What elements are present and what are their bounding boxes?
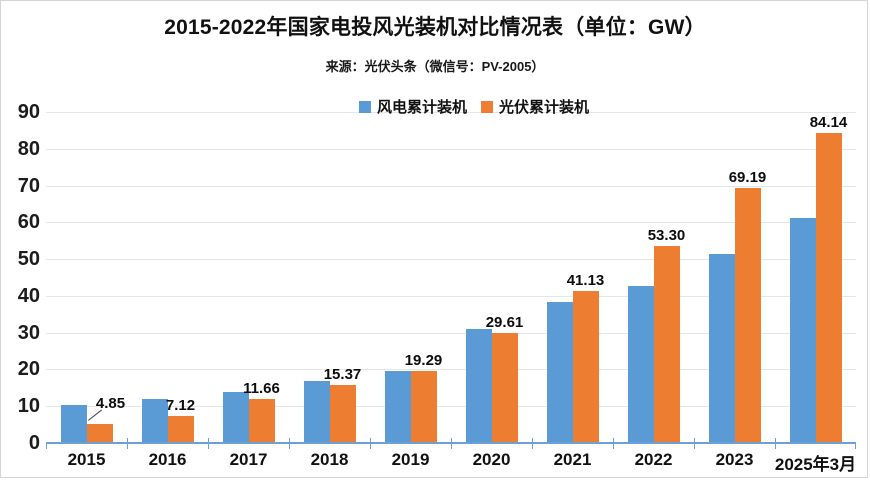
legend-item-solar: 光伏累计装机	[481, 96, 589, 117]
x-category-label-2025年3月: 2025年3月	[774, 455, 857, 474]
bar-group-2022: 53.30	[613, 112, 694, 443]
bar-group-2025年3月: 84.14	[775, 112, 856, 443]
y-tick-label-20: 20	[17, 358, 40, 381]
bar-group-2019: 19.29	[370, 112, 451, 443]
legend-label-wind: 风电累计装机	[376, 99, 467, 116]
bar-wind-2023	[708, 254, 735, 442]
data-label-solar-2019: 19.29	[404, 352, 443, 370]
x-category-label-2015: 2015	[67, 450, 106, 469]
y-tick-label-80: 80	[17, 137, 40, 160]
gridline-60	[46, 222, 856, 224]
data-label-solar-2021: 41.13	[566, 271, 605, 289]
bar-solar-2019	[410, 371, 437, 442]
bar-solar-2016	[167, 415, 194, 442]
bar-solar-2017	[248, 399, 275, 442]
x-axis-tick	[531, 438, 533, 449]
x-category-label-2022: 2022	[634, 450, 673, 469]
x-axis-tick	[855, 443, 856, 449]
plot-area: 4.85 7.12 11.66 15.37 19.29 29.61 41.13 53.30 69…	[46, 112, 856, 449]
bar-solar-2020	[491, 333, 518, 442]
legend-swatch-solar-icon	[481, 100, 493, 113]
gridline-90	[46, 112, 856, 113]
x-category-label-2019: 2019	[391, 450, 430, 469]
y-tick-label-0: 0	[28, 432, 40, 454]
gridline-50	[46, 259, 856, 261]
bar-solar-2022	[653, 245, 680, 442]
gridline-30	[46, 332, 856, 334]
data-label-solar-2015: 4.85	[95, 395, 126, 413]
bar-group-2018: 15.37	[289, 112, 370, 443]
chart-title: 2015-2022年国家电投风光装机对比情况表（单位：GW）	[164, 16, 706, 39]
bar-wind-2021	[546, 301, 573, 442]
x-category-label-2018: 2018	[310, 450, 349, 469]
gridline-80	[46, 148, 856, 150]
gridline-40	[46, 295, 856, 297]
data-label-solar-2025年3月: 84.14	[809, 113, 848, 131]
data-label-solar-2022: 53.30	[647, 226, 686, 244]
data-label-solar-2018: 15.37	[323, 366, 362, 384]
x-category-label-2020: 2020	[472, 450, 511, 469]
bar-wind-2022	[627, 286, 654, 442]
x-category-label-2021: 2021	[553, 450, 592, 469]
y-tick-label-90: 90	[17, 101, 40, 123]
data-label-solar-2016: 7.12	[165, 396, 196, 414]
bar-wind-2020	[465, 328, 492, 442]
x-axis-tick	[207, 438, 209, 449]
data-label-solar-2020: 29.61	[485, 314, 524, 332]
y-tick-label-50: 50	[17, 248, 40, 271]
data-label-solar-2023: 69.19	[728, 168, 767, 186]
gridline-20	[46, 369, 856, 371]
x-axis-tick	[369, 438, 371, 449]
bar-solar-2015	[86, 424, 113, 442]
y-tick-label-60: 60	[17, 211, 40, 234]
bar-solar-2023	[734, 187, 761, 442]
bar-group-2020: 29.61	[451, 112, 532, 443]
data-label-solar-2017: 11.66	[243, 380, 280, 398]
x-axis-tick	[450, 438, 452, 449]
bar-wind-2018	[303, 381, 330, 442]
chart-legend: 风电累计装机 光伏累计装机	[358, 96, 589, 117]
bar-wind-2016	[141, 398, 168, 442]
x-category-label-2023: 2023	[715, 450, 754, 469]
x-axis-tick	[126, 438, 128, 449]
bar-solar-2018	[329, 385, 356, 442]
gridline-70	[46, 185, 856, 187]
x-category-label-2017: 2017	[229, 450, 268, 469]
legend-swatch-wind-icon	[358, 100, 371, 113]
bar-group-2021: 41.13	[532, 112, 613, 443]
x-axis-labels: 2015 2016 2017 2018 2019 2020 2021 2022 2023 2025…	[46, 450, 857, 476]
bar-wind-2015	[60, 404, 87, 442]
chart-subtitle: 来源：光伏头条（微信号：PV-2005）	[325, 59, 545, 74]
x-category-label-2016: 2016	[148, 450, 187, 469]
bar-solar-2025年3月	[815, 132, 842, 442]
bar-wind-2019	[384, 371, 411, 442]
x-axis-tick	[774, 438, 776, 449]
bar-group-2015: 4.85	[46, 112, 127, 443]
y-tick-label-70: 70	[17, 174, 40, 197]
bar-wind-2025年3月	[789, 218, 816, 442]
x-axis-tick	[46, 443, 47, 449]
bar-solar-2021	[572, 290, 599, 442]
y-tick-label-10: 10	[17, 395, 40, 418]
x-axis-tick	[693, 438, 695, 449]
bar-group-2017: 11.66	[208, 112, 289, 443]
bar-wind-2017	[222, 391, 249, 442]
bar-group-2023: 69.19	[694, 112, 775, 443]
y-axis-labels: 0 10 20 30 40 50 60 70 80 90	[0, 101, 40, 454]
y-tick-label-30: 30	[17, 321, 40, 344]
bar-group-2016: 7.12	[127, 112, 208, 443]
x-axis-tick	[612, 438, 614, 449]
x-axis-tick	[288, 438, 290, 449]
gridline-10	[46, 406, 856, 408]
y-tick-label-40: 40	[17, 284, 40, 307]
legend-item-wind: 风电累计装机	[358, 96, 467, 117]
legend-label-solar: 光伏累计装机	[499, 99, 590, 116]
